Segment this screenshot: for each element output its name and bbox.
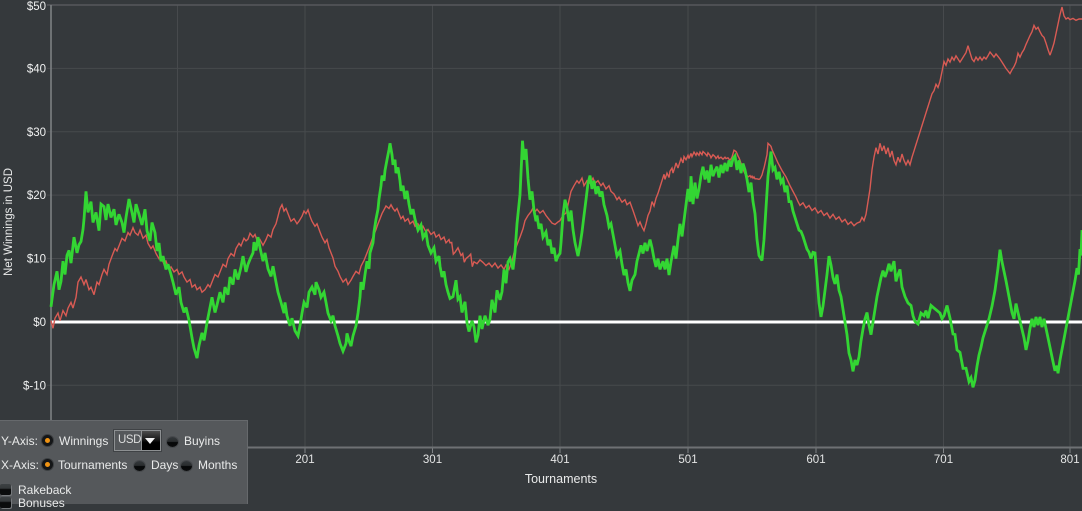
svg-text:$30: $30 xyxy=(27,127,46,139)
svg-text:$50: $50 xyxy=(27,1,46,13)
svg-text:$40: $40 xyxy=(27,63,46,75)
svg-text:$-10: $-10 xyxy=(23,380,46,392)
svg-text:701: 701 xyxy=(934,454,953,466)
svg-text:$0: $0 xyxy=(33,317,46,329)
svg-text:601: 601 xyxy=(806,454,825,466)
svg-text:201: 201 xyxy=(295,454,314,466)
svg-text:$20: $20 xyxy=(27,190,46,202)
svg-text:301: 301 xyxy=(423,454,442,466)
svg-text:401: 401 xyxy=(550,454,569,466)
svg-text:$10: $10 xyxy=(27,254,46,266)
svg-text:501: 501 xyxy=(678,454,697,466)
svg-text:801: 801 xyxy=(1060,454,1079,466)
svg-text:Net Winnings in USD: Net Winnings in USD xyxy=(3,168,15,276)
svg-text:Tournaments: Tournaments xyxy=(525,472,597,486)
